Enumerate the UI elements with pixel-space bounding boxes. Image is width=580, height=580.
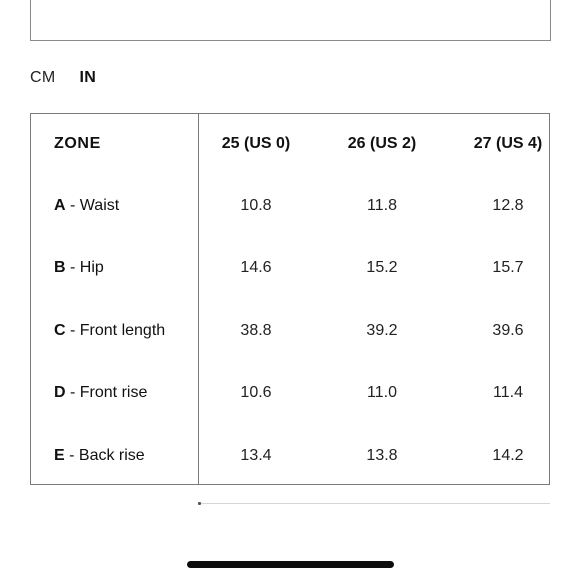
table-cell: 11.8 bbox=[367, 197, 397, 214]
size-header-27: 27 (US 4) bbox=[473, 135, 543, 152]
table-cell: 15.7 bbox=[492, 259, 524, 276]
size-header-25: 25 (US 0) bbox=[221, 135, 291, 152]
size-header-26: 26 (US 2) bbox=[347, 135, 417, 152]
table-cell: 12.8 bbox=[492, 197, 524, 214]
zone-row-e: E - Back rise bbox=[54, 444, 145, 468]
table-cell: 10.8 bbox=[240, 197, 272, 214]
table-cell: 13.8 bbox=[366, 447, 398, 464]
zone-letter: A bbox=[54, 197, 66, 214]
table-cell: 11.4 bbox=[493, 384, 523, 401]
zone-name: - Waist bbox=[65, 197, 120, 214]
unit-toggle: CM IN bbox=[30, 68, 96, 88]
zone-name: - Hip bbox=[65, 259, 104, 276]
zone-name: - Front rise bbox=[65, 384, 148, 401]
zone-letter: D bbox=[54, 384, 66, 401]
table-cell: 39.6 bbox=[492, 322, 524, 339]
table-cell: 38.8 bbox=[240, 322, 272, 339]
horizontal-scrollbar-thumb[interactable] bbox=[198, 502, 201, 505]
table-cell: 39.2 bbox=[366, 322, 398, 339]
unit-in-option[interactable]: IN bbox=[79, 69, 97, 86]
top-panel bbox=[30, 0, 551, 41]
unit-cm-option[interactable]: CM bbox=[30, 69, 56, 86]
home-indicator[interactable] bbox=[187, 561, 394, 568]
zone-letter: C bbox=[54, 322, 66, 339]
zone-letter: B bbox=[54, 259, 66, 276]
zone-row-b: B - Hip bbox=[54, 256, 104, 280]
zone-row-a: A - Waist bbox=[54, 194, 119, 218]
table-cell: 11.0 bbox=[367, 384, 397, 401]
table-cell: 10.6 bbox=[240, 384, 272, 401]
zone-name: - Front length bbox=[65, 322, 166, 339]
table-cell: 15.2 bbox=[366, 259, 398, 276]
table-cell: 14.2 bbox=[492, 447, 524, 464]
zone-letter: E bbox=[54, 447, 65, 464]
horizontal-scrollbar-track[interactable] bbox=[198, 503, 550, 504]
table-cell: 13.4 bbox=[240, 447, 272, 464]
zone-row-c: C - Front length bbox=[54, 319, 165, 343]
zone-column: ZONE A - Waist B - Hip C - Front length … bbox=[31, 114, 199, 484]
table-cell: 14.6 bbox=[240, 259, 272, 276]
zone-row-d: D - Front rise bbox=[54, 381, 147, 405]
zone-header: ZONE bbox=[54, 135, 101, 152]
zone-name: - Back rise bbox=[64, 447, 145, 464]
size-columns-scroll-area[interactable]: 25 (US 0) 26 (US 2) 27 (US 4) 10.8 11.8 … bbox=[199, 114, 549, 484]
size-chart-table: ZONE A - Waist B - Hip C - Front length … bbox=[30, 113, 550, 485]
